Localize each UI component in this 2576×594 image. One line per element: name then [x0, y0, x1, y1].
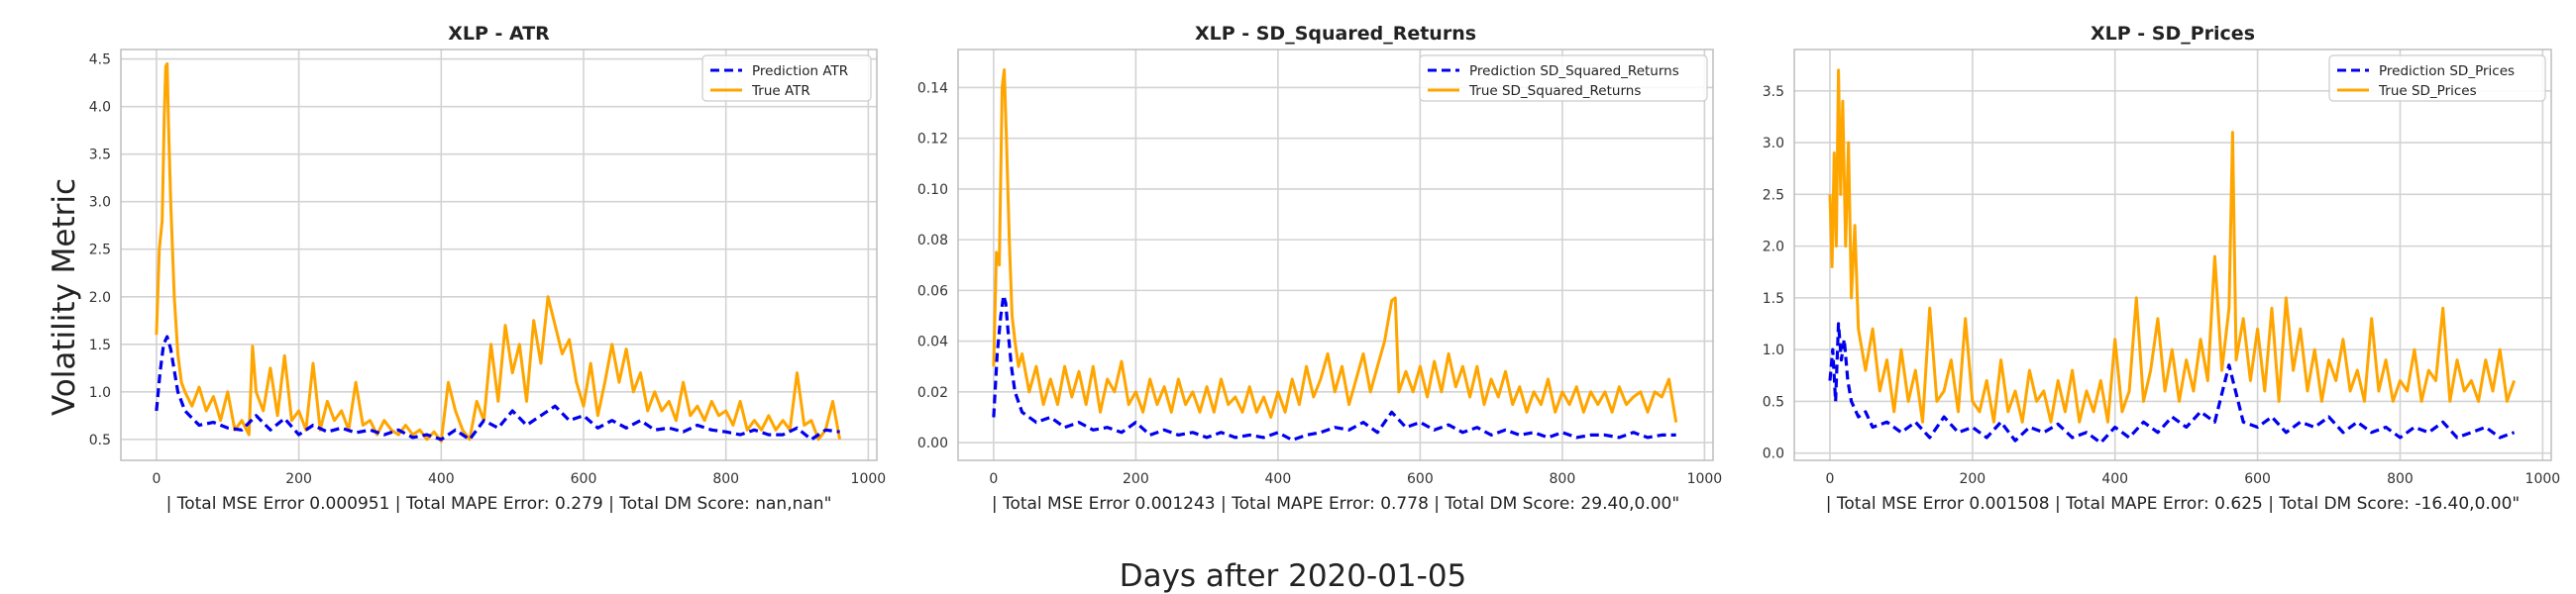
x-tick-label: 800: [712, 471, 739, 487]
legend: Prediction SD_Prices True SD_Prices: [2328, 54, 2546, 102]
y-tick-label: 0.5: [89, 433, 111, 448]
y-tick-label: 0.10: [917, 182, 948, 198]
legend-label: Prediction ATR: [752, 63, 848, 79]
y-tick-label: 0.12: [917, 132, 948, 148]
y-tick-label: 2.0: [1763, 240, 1784, 255]
y-tick-label: 0.5: [1763, 394, 1784, 410]
x-tick-label: 600: [2244, 471, 2271, 487]
chart-title: XLP - SD_Squared_Returns: [1195, 23, 1476, 45]
x-tick-label: 1000: [2525, 471, 2561, 487]
x-tick-label: 1000: [1687, 471, 1723, 487]
legend-label: True SD_Prices: [2378, 83, 2477, 99]
y-tick-label: 2.5: [89, 243, 111, 258]
y-tick-label: 2.5: [1763, 187, 1784, 203]
x-tick-label: 400: [2101, 471, 2128, 487]
y-tick-label: 0.06: [917, 283, 948, 299]
figure-x-label: Days after 2020-01-05: [1120, 558, 1467, 594]
x-tick-label: 200: [1123, 471, 1149, 487]
y-tick-label: 0.02: [917, 385, 948, 401]
x-tick-label: 800: [2387, 471, 2414, 487]
true-series-line: [992, 68, 1678, 423]
y-tick-label: 3.5: [89, 148, 111, 163]
chart-panel-3: 0 200 400 600 800 1000 0.0 0.5 1.0 1.5 2.0 2.5 3.0 3.…: [1763, 23, 2560, 514]
y-tick-label: 0.14: [917, 80, 948, 96]
y-tick-label: 1.5: [1763, 291, 1784, 307]
y-tick-label: 3.5: [1763, 84, 1784, 100]
x-tick-label: 200: [1959, 471, 1986, 487]
y-tick-label: 0.0: [1763, 446, 1784, 462]
y-tick-label: 0.00: [917, 436, 948, 451]
x-tick-label: 400: [428, 471, 455, 487]
legend: Prediction SD_Squared_Returns True SD_Squ…: [1419, 54, 1708, 102]
plot-frame: [1793, 49, 2552, 461]
true-series-line: [1828, 68, 2517, 424]
chart-panel-2: 0 200 400 600 800 1000 0.00 0.02 0.04 0.06 0.08 0.1…: [917, 23, 1722, 514]
chart-title: XLP - SD_Prices: [2091, 23, 2255, 45]
y-tick-label: 1.0: [89, 385, 111, 401]
legend-box: [701, 54, 872, 102]
legend-label: True SD_Squared_Returns: [1468, 83, 1641, 99]
plot-frame: [120, 49, 878, 461]
prediction-series-line: [992, 293, 1676, 443]
y-tick-label: 0.08: [917, 233, 948, 248]
chart-panel-1: 0 200 400 600 800 1000 0.5 1.0 1.5 2.0 2.5 3.0 3.5 4.…: [89, 23, 886, 514]
true-series-line: [155, 61, 842, 444]
x-tick-label: 0: [989, 471, 998, 487]
x-tick-label: 0: [1826, 471, 1835, 487]
x-tick-label: 400: [1265, 471, 1292, 487]
x-tick-label: 600: [1407, 471, 1434, 487]
chart-title: XLP - ATR: [448, 23, 550, 45]
x-tick-label: 600: [571, 471, 597, 487]
x-tick-label: 800: [1550, 471, 1576, 487]
y-tick-label: 1.0: [1763, 343, 1784, 358]
y-tick-label: 4.5: [89, 52, 111, 68]
legend-box: [2328, 54, 2546, 102]
y-tick-label: 1.5: [89, 338, 111, 353]
y-tick-label: 3.0: [1763, 136, 1784, 151]
x-tick-label: 1000: [851, 471, 887, 487]
legend: Prediction ATR True ATR: [701, 54, 872, 102]
y-tick-label: 4.0: [89, 100, 111, 116]
x-axis-label: | Total MSE Error 0.000951 | Total MAPE …: [166, 494, 832, 514]
x-axis-label: | Total MSE Error 0.001243 | Total MAPE …: [992, 494, 1679, 514]
y-tick-label: 2.0: [89, 290, 111, 306]
x-tick-label: 0: [152, 471, 161, 487]
y-tick-label: 0.04: [917, 335, 948, 350]
y-tick-label: 3.0: [89, 195, 111, 211]
x-axis-label: | Total MSE Error 0.001508 | Total MAPE …: [1826, 494, 2521, 514]
figure-y-label: Volatility Metric: [47, 178, 82, 416]
prediction-series-line: [155, 335, 840, 442]
legend-label: Prediction SD_Squared_Returns: [1469, 63, 1679, 79]
plot-frame: [957, 49, 1714, 461]
prediction-series-line: [1828, 322, 2516, 445]
legend-label: Prediction SD_Prices: [2379, 63, 2515, 79]
legend-box: [1419, 54, 1708, 102]
x-tick-label: 200: [285, 471, 312, 487]
legend-label: True ATR: [751, 83, 810, 99]
